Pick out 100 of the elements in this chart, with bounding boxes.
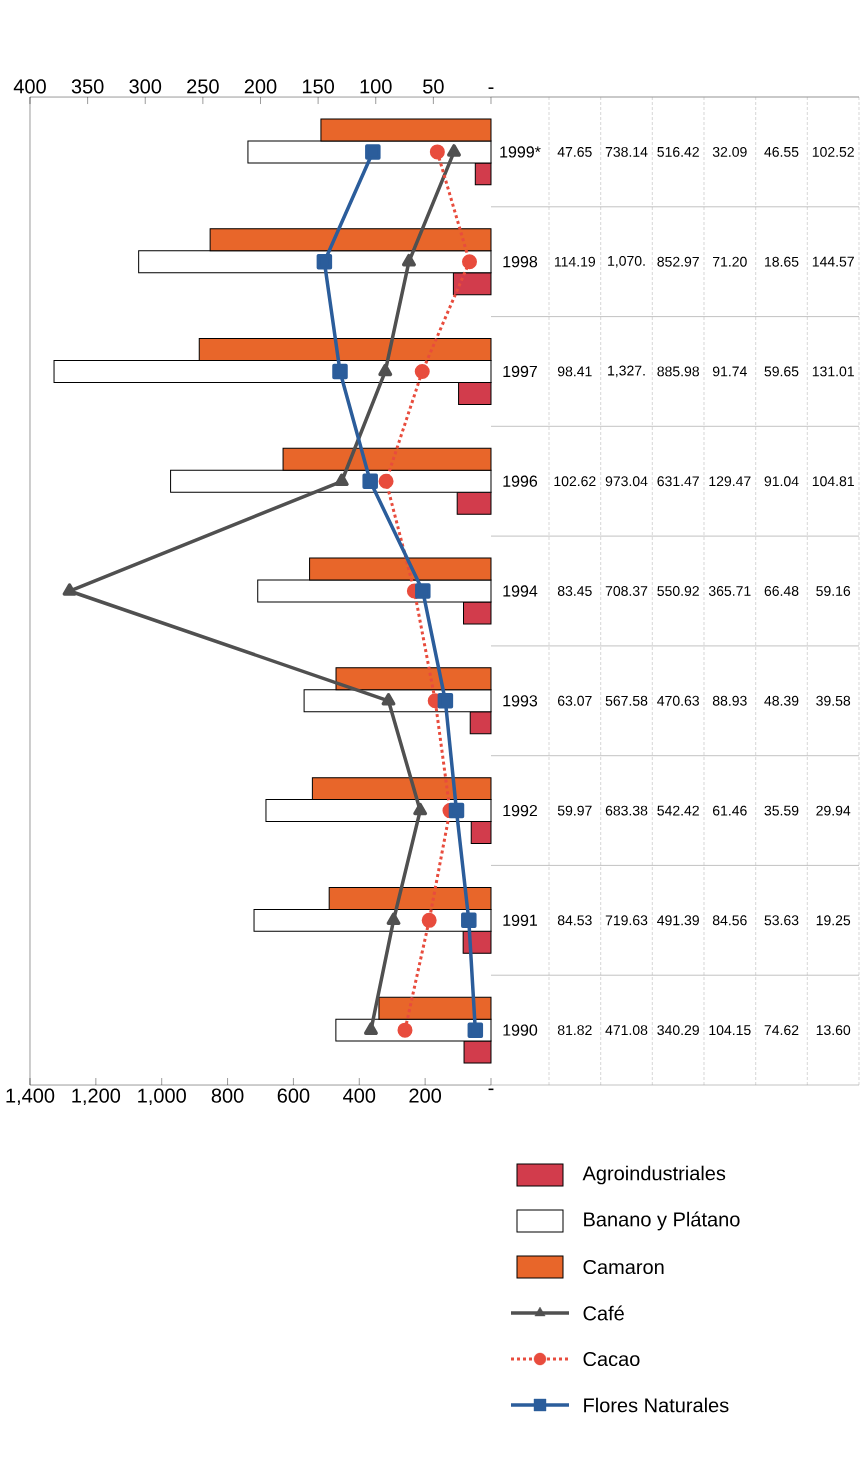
data-label: 84.56 — [712, 915, 747, 926]
x-tick-label: 400 — [343, 1088, 376, 1103]
point — [378, 473, 394, 489]
point — [378, 363, 393, 377]
data-label: 102.52 — [812, 146, 854, 157]
data-label: 59.16 — [816, 586, 851, 596]
y-tick-label: 1998 — [503, 256, 538, 268]
data-label: 852.97 — [657, 256, 699, 267]
data-label: 738.14 — [605, 146, 648, 157]
point — [332, 363, 348, 380]
point — [421, 912, 437, 928]
point — [316, 253, 333, 270]
point — [401, 253, 416, 267]
x-tick-label: 600 — [277, 1088, 310, 1103]
x-tick-label: 1,000 — [138, 1088, 186, 1106]
data-label: 131.01 — [812, 366, 854, 377]
data-label: 53.63 — [764, 915, 799, 926]
point — [448, 802, 465, 819]
x2-tick-label: 300 — [129, 79, 162, 94]
data-label: 114.19 — [554, 256, 596, 267]
data-label: 719.63 — [605, 915, 648, 926]
x-tick-label: - — [488, 1088, 494, 1091]
data-label: 1,327. — [608, 365, 645, 378]
y-tick-label: 1994 — [503, 585, 538, 597]
data-label: 84.53 — [557, 915, 592, 926]
point — [437, 693, 454, 709]
point — [62, 583, 77, 596]
x2-tick-label: 350 — [71, 79, 104, 94]
data-label: 144.57 — [812, 256, 854, 267]
point — [413, 802, 428, 816]
data-label: 91.04 — [764, 476, 799, 487]
data-label: 104.15 — [709, 1025, 751, 1036]
data-label: 59.97 — [557, 805, 592, 816]
data-label: 35.59 — [764, 805, 799, 816]
data-label: 29.94 — [816, 805, 851, 816]
data-label: 365.71 — [708, 586, 751, 596]
data-label: 39.58 — [816, 695, 851, 706]
x2-tick-label: 50 — [423, 79, 444, 94]
y-tick-label: 1997 — [503, 365, 537, 378]
legend-label: Flores Naturales — [584, 1397, 729, 1413]
point — [362, 473, 378, 489]
data-label: 59.65 — [764, 366, 799, 377]
data-label: 104.81 — [812, 476, 854, 487]
data-label: 471.08 — [605, 1025, 648, 1036]
data-label: 550.92 — [657, 586, 699, 596]
y-tick-label: 1992 — [503, 804, 537, 817]
data-label: 102.62 — [554, 476, 596, 487]
data-label: 470.63 — [657, 695, 699, 706]
data-label: 340.29 — [657, 1025, 699, 1036]
data-label: 1,070. — [608, 255, 645, 268]
y-tick-label: 1990 — [503, 1024, 538, 1036]
data-label: 516.42 — [657, 146, 699, 157]
data-label: 542.42 — [657, 805, 699, 816]
point — [447, 144, 461, 157]
x2-tick-label: 150 — [302, 79, 335, 94]
data-label: 129.47 — [709, 476, 751, 487]
data-label: 32.09 — [712, 146, 747, 157]
data-label: 19.25 — [816, 915, 851, 926]
x2-tick-label: 400 — [13, 79, 46, 94]
data-label: 18.65 — [765, 256, 799, 267]
point — [461, 912, 477, 929]
data-label: 61.46 — [712, 805, 747, 816]
data-label: 46.55 — [764, 146, 799, 157]
data-label: 63.07 — [557, 695, 592, 706]
data-label: 88.93 — [712, 695, 747, 706]
x2-tick-label: 250 — [187, 79, 219, 94]
data-label: 71.20 — [713, 256, 747, 267]
data-label: 567.58 — [605, 695, 648, 706]
point — [386, 912, 401, 926]
y-tick-label: 1993 — [503, 695, 538, 707]
data-label: 708.37 — [605, 586, 648, 596]
data-label: 81.82 — [557, 1025, 592, 1036]
data-label: 47.65 — [557, 146, 592, 157]
legend-label: Camaron — [583, 1259, 664, 1275]
legend-label: Cacao — [583, 1351, 640, 1367]
x2-tick-label: 100 — [360, 79, 392, 94]
legend-label: Agroindustriales — [582, 1165, 726, 1185]
x2-tick-label: - — [488, 87, 494, 89]
data-label: 683.38 — [605, 805, 648, 816]
point — [381, 693, 396, 706]
x-tick-label: 1,200 — [72, 1088, 121, 1106]
point — [365, 144, 381, 160]
point — [429, 144, 445, 160]
point — [397, 1022, 413, 1038]
point — [462, 254, 477, 270]
data-label: 83.45 — [557, 586, 592, 596]
data-label: 885.98 — [657, 366, 699, 377]
data-label: 48.39 — [764, 695, 799, 706]
legend-label: Banano y Plátano — [584, 1211, 740, 1231]
point — [467, 1022, 484, 1038]
point — [415, 583, 431, 599]
data-label: 13.60 — [816, 1025, 851, 1036]
x-tick-label: 800 — [211, 1088, 244, 1103]
data-label: 74.62 — [764, 1025, 799, 1036]
x2-tick-label: 200 — [244, 79, 277, 94]
point — [414, 363, 430, 379]
legend-label: Café — [583, 1305, 624, 1321]
x-tick-label: 200 — [409, 1088, 442, 1103]
y-tick-label: 1991 — [503, 914, 537, 926]
data-label: 631.47 — [657, 476, 699, 487]
